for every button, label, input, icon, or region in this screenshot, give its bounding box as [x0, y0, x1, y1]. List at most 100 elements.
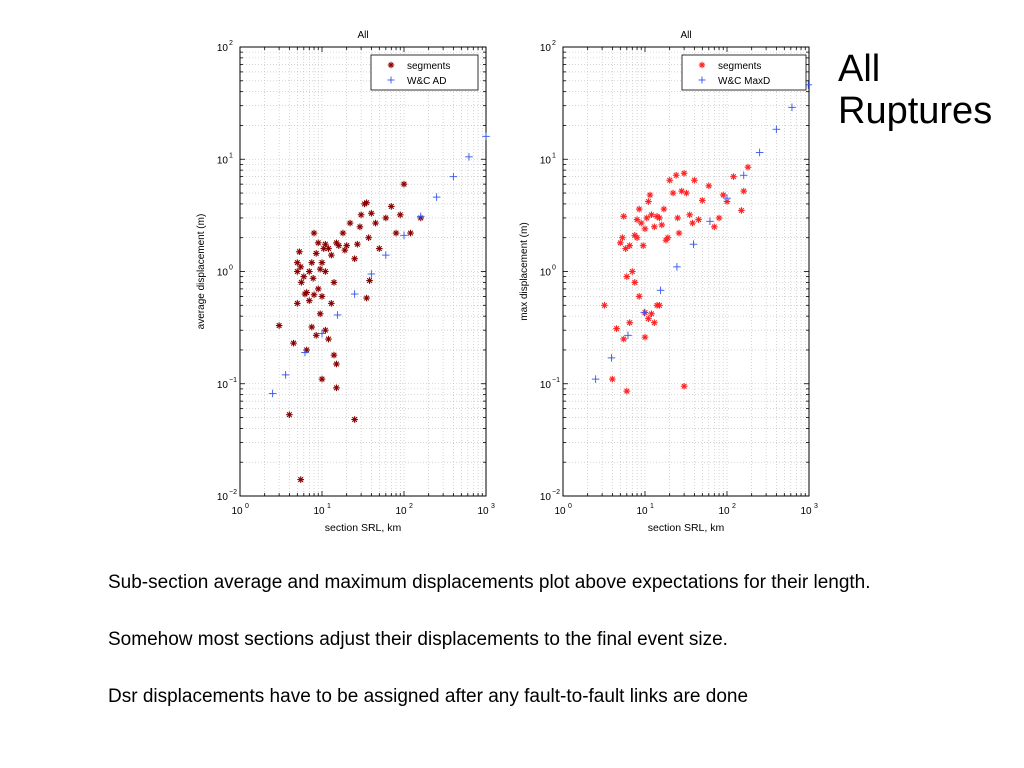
data-point-segment [601, 301, 608, 309]
data-point-segment [308, 259, 316, 266]
data-point-wc [281, 371, 290, 379]
data-point-segment [309, 274, 317, 282]
data-point-segment [738, 207, 745, 214]
data-point-segment [699, 197, 706, 204]
data-point-wc [400, 231, 408, 240]
slide-title-line-2: Ruptures [838, 90, 993, 132]
data-point-wc [706, 217, 714, 226]
data-point-segment [314, 239, 322, 247]
data-point-segment [322, 268, 329, 275]
data-point-segment [330, 279, 338, 286]
data-point-segment [730, 173, 737, 180]
data-point-segment [620, 335, 628, 343]
data-point-segment [368, 209, 375, 217]
y-tick-label: 10 [540, 43, 552, 54]
data-point-segment [695, 216, 702, 223]
data-point-segment [333, 384, 340, 392]
data-point-segment [683, 189, 690, 197]
data-point-segment [648, 211, 655, 219]
data-point-segment [646, 191, 654, 199]
axes-frame [562, 46, 810, 497]
data-point-segment [674, 214, 681, 222]
data-point-segment [619, 234, 626, 242]
note-paragraph-1: Sub-section average and maximum displace… [108, 572, 871, 593]
data-point-wc [318, 329, 326, 338]
data-point-segment [645, 315, 652, 322]
data-point-wc [482, 132, 490, 141]
data-point-segment [318, 259, 326, 266]
series-w-c-ad [268, 132, 490, 398]
data-point-segment [715, 214, 723, 222]
note-paragraph-2: Somehow most sections adjust their displ… [108, 629, 728, 650]
legend-box [681, 54, 807, 91]
data-point-segment [744, 163, 752, 171]
x-tick-label-exponent: 0 [245, 503, 249, 510]
data-point-segment [392, 229, 400, 237]
data-point-segment [354, 240, 361, 248]
data-point-segment [710, 223, 718, 231]
legend-entry: W&C MaxD [698, 76, 770, 87]
slide-notes: Sub-section average and maximum displace… [108, 570, 968, 741]
slide-title-line-1: All [838, 48, 881, 90]
y-tick-label-exponent: 2 [229, 40, 233, 47]
data-point-segment [689, 219, 696, 227]
legend: segments W&C AD [370, 54, 479, 91]
data-point-segment [325, 245, 332, 252]
data-point-segment [613, 325, 620, 332]
data-point-segment [305, 268, 313, 275]
y-axis-label: max displacement (m) [519, 222, 530, 320]
data-point-segment [660, 205, 668, 213]
data-point-segment [656, 301, 663, 309]
data-point-segment [318, 375, 326, 383]
data-point-segment [297, 263, 305, 271]
data-point-wc [432, 193, 441, 201]
chart-2: 10 0 10 1 10 2 10 310 −210 −110 010 110 2Allsection … [519, 30, 818, 534]
data-point-segment [382, 214, 390, 222]
data-point-wc [689, 240, 698, 249]
data-point-segment [635, 205, 643, 213]
legend-marker-segment [387, 61, 395, 69]
data-point-segment [357, 211, 365, 219]
legend-marker-wc [698, 76, 706, 84]
data-point-wc [755, 148, 764, 157]
data-point-segment [296, 248, 303, 256]
data-point-wc [723, 194, 731, 202]
data-point-wc [449, 172, 458, 181]
y-tick-label-exponent: −2 [229, 489, 237, 496]
x-tick-label: 10 [554, 506, 566, 517]
data-point-segment [294, 259, 301, 266]
data-point-segment [343, 242, 350, 249]
data-point-segment [633, 216, 641, 223]
legend-entry: W&C AD [387, 76, 446, 87]
y-tick-label: 10 [217, 155, 229, 166]
data-point-segment [396, 211, 404, 219]
data-point-wc [382, 251, 390, 259]
axes-frame [239, 46, 487, 497]
x-tick-label: 10 [477, 506, 489, 517]
x-tick-label-exponent: 1 [650, 503, 654, 510]
data-point-wc [301, 348, 309, 357]
data-point-segment [680, 169, 688, 177]
data-point-segment [294, 268, 301, 275]
x-tick-label-exponent: 2 [409, 503, 413, 510]
data-point-segment [290, 339, 297, 347]
x-tick-label: 10 [800, 506, 812, 517]
y-tick-label-exponent: −2 [552, 489, 560, 496]
data-point-segment [308, 323, 316, 331]
chart-1: 10 0 10 1 10 2 10 310 −210 −110 010 110 2Allsection … [196, 30, 495, 534]
legend-entry: segments [387, 61, 450, 72]
data-point-segment [648, 310, 655, 318]
data-point-segment [328, 300, 335, 307]
data-point-segment [275, 322, 283, 329]
data-point-wc [465, 153, 473, 161]
data-point-segment [356, 223, 364, 231]
data-point-segment [376, 245, 383, 252]
legend-entry: segments [698, 61, 761, 72]
legend-box [370, 54, 479, 91]
data-point-wc [656, 286, 665, 295]
x-axis-label: section SRL, km [648, 522, 725, 534]
x-tick-label: 10 [636, 506, 648, 517]
x-tick-label: 10 [395, 506, 407, 517]
data-point-segment [305, 297, 313, 304]
data-point-segment [609, 375, 616, 383]
